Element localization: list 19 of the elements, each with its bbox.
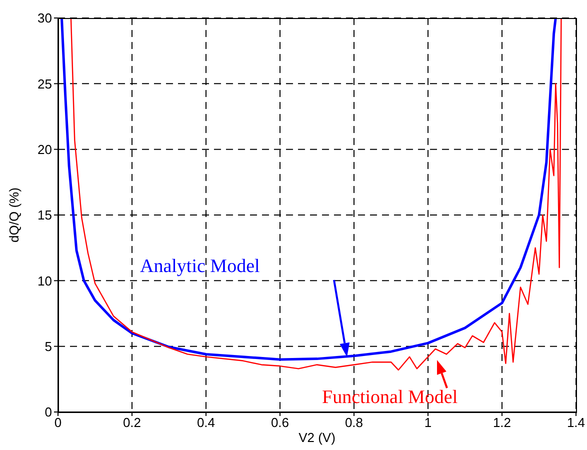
x-tick-label: 0.4 (196, 415, 216, 430)
x-tick-label: 1.2 (492, 415, 512, 430)
y-tick-label: 15 (38, 208, 52, 223)
y-tick-label: 25 (38, 76, 52, 92)
y-tick-label: 0 (44, 404, 52, 420)
y-tick-label: 30 (38, 10, 52, 26)
y-axis-title: dQ/Q (%) (6, 188, 22, 242)
x-tick-label: 1 (424, 415, 432, 430)
text: Analytic Model (140, 256, 260, 278)
x-tick-label: 0.8 (344, 415, 364, 430)
y-tick-label: 10 (38, 273, 52, 288)
x-tick-label: 1.4 (566, 415, 586, 430)
x-tick-label: 0.2 (122, 415, 142, 430)
x-axis-title: V2 (V) (298, 430, 336, 445)
x-tick-label: 0 (54, 415, 62, 430)
x-tick-label: 0.6 (270, 415, 290, 430)
y-tick-label: 20 (38, 142, 52, 157)
y-tick-label: 5 (44, 338, 52, 354)
legend-label: Functional Model (322, 387, 458, 409)
